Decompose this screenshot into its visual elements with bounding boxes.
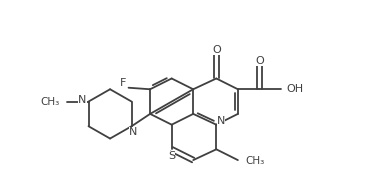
Text: N: N xyxy=(78,95,86,105)
Text: N: N xyxy=(129,127,137,137)
Text: O: O xyxy=(255,56,264,66)
Text: F: F xyxy=(120,78,126,88)
Text: S: S xyxy=(168,151,175,161)
Text: CH₃: CH₃ xyxy=(245,156,265,166)
Text: OH: OH xyxy=(286,84,304,94)
Text: CH₃: CH₃ xyxy=(41,97,60,107)
Text: N: N xyxy=(217,116,225,126)
Text: O: O xyxy=(212,45,221,55)
